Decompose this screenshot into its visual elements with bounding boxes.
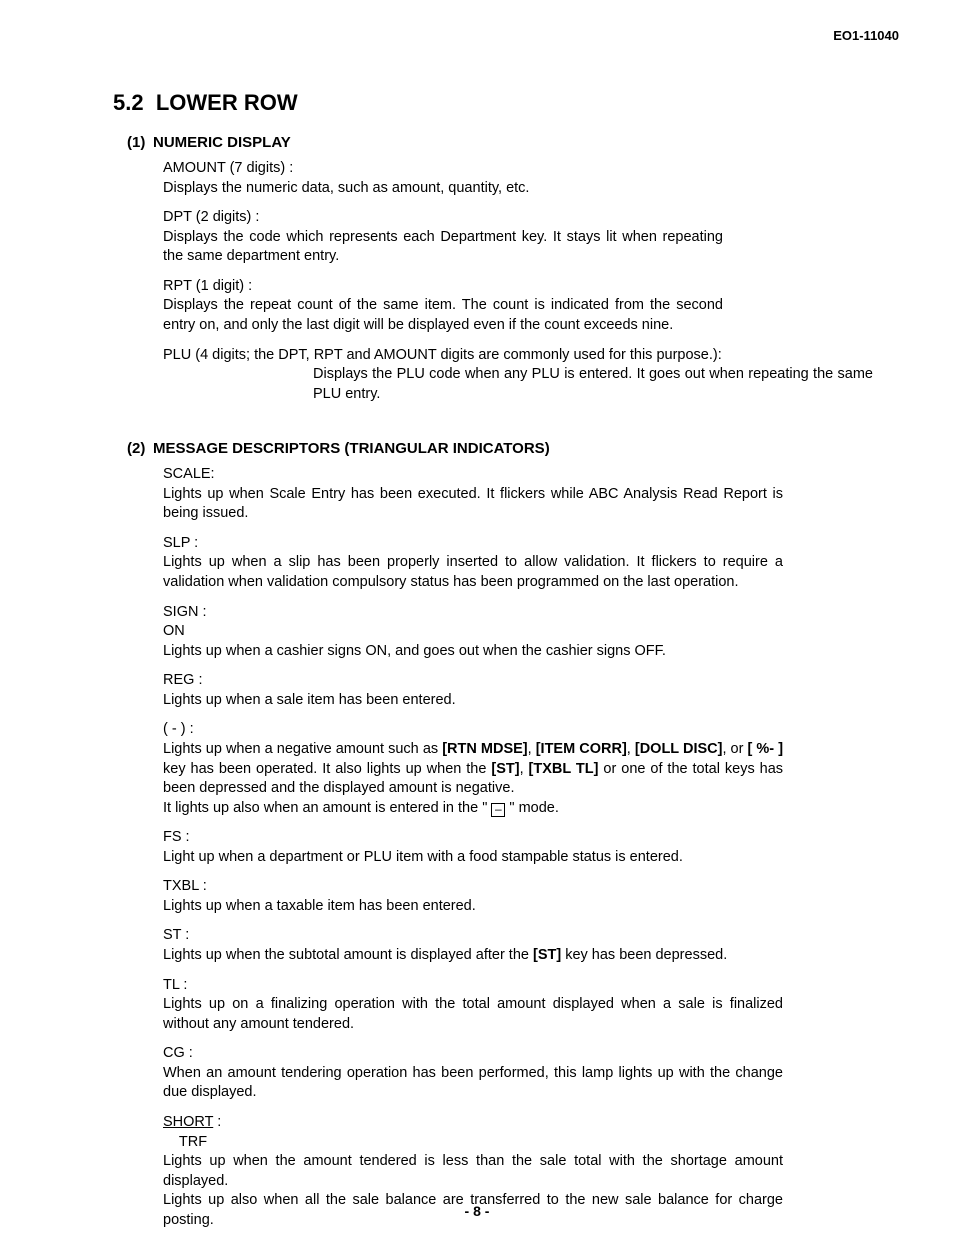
amount-term: AMOUNT (7 digits) : (163, 159, 313, 179)
st-text: key has been depressed. (561, 947, 727, 963)
neg-text: It lights up also when an amount is ente… (163, 800, 491, 816)
plu-head: PLU (4 digits; the DPT, RPT and AMOUNT d… (163, 346, 859, 366)
st-term: ST : (163, 926, 249, 946)
short-colon: : (213, 1114, 221, 1130)
plu-desc: Displays the PLU code when any PLU is en… (313, 365, 873, 404)
neg-bold: [ITEM CORR] (536, 741, 627, 757)
reg-desc: Lights up when a sale item has been ente… (163, 691, 783, 711)
subsection-2-heading: (2)MESSAGE DESCRIPTORS (TRIANGULAR INDIC… (127, 440, 899, 457)
neg-term: ( - ) : (163, 720, 249, 740)
document-id: EO1-11040 (833, 28, 899, 43)
neg-text: , (528, 741, 536, 757)
section-title: LOWER ROW (156, 90, 298, 115)
tl-desc: Lights up on a finalizing operation with… (163, 995, 783, 1034)
neg-row: ( - ) :Lights up when a negative amount … (163, 720, 859, 818)
slp-term: SLP : (163, 534, 249, 554)
document-page: EO1-11040 5.2 LOWER ROW (1)NUMERIC DISPL… (0, 0, 954, 1239)
fs-row: FS :Light up when a department or PLU it… (163, 828, 859, 867)
slp-desc: Lights up when a slip has been properly … (163, 553, 783, 592)
sign-term-line1: SIGN : (163, 604, 207, 620)
reg-term: REG : (163, 671, 249, 691)
cg-row: CG :When an amount tendering operation h… (163, 1044, 859, 1103)
neg-text: " mode. (505, 800, 559, 816)
neg-text: key has been operated. It also lights up… (163, 761, 491, 777)
short-label: SHORT (163, 1114, 213, 1130)
reg-row: REG :Lights up when a sale item has been… (163, 671, 859, 710)
rpt-desc: Displays the repeat count of the same it… (163, 296, 723, 335)
st-text: Lights up when the subtotal amount is di… (163, 947, 533, 963)
trf-label: TRF (163, 1133, 223, 1153)
cg-term: CG : (163, 1044, 249, 1064)
neg-desc: Lights up when a negative amount such as… (163, 740, 783, 818)
minus-box-icon: – (491, 803, 505, 817)
subsection-1-number: (1) (127, 134, 153, 151)
subsection-2-title: MESSAGE DESCRIPTORS (TRIANGULAR INDICATO… (153, 440, 550, 457)
neg-bold: [TXBL TL] (529, 761, 599, 777)
txbl-desc: Lights up when a taxable item has been e… (163, 897, 783, 917)
section-heading: 5.2 LOWER ROW (113, 90, 899, 116)
amount-row: AMOUNT (7 digits) :Displays the numeric … (163, 159, 859, 198)
slp-row: SLP :Lights up when a slip has been prop… (163, 534, 859, 593)
neg-text: , (520, 761, 529, 777)
amount-desc: Displays the numeric data, such as amoun… (163, 179, 723, 199)
subsection-1-title: NUMERIC DISPLAY (153, 134, 291, 151)
neg-text: , (627, 741, 635, 757)
dpt-row: DPT (2 digits) :Displays the code which … (163, 208, 859, 267)
page-number: - 8 - (0, 1203, 954, 1219)
tl-row: TL :Lights up on a finalizing operation … (163, 976, 859, 1035)
sign-desc: Lights up when a cashier signs ON, and g… (163, 642, 783, 662)
txbl-row: TXBL :Lights up when a taxable item has … (163, 877, 859, 916)
neg-bold: [RTN MDSE] (442, 741, 527, 757)
fs-desc: Light up when a department or PLU item w… (163, 848, 783, 868)
neg-bold: [ST] (491, 761, 519, 777)
st-desc: Lights up when the subtotal amount is di… (163, 946, 783, 966)
scale-row: SCALE:Lights up when Scale Entry has bee… (163, 465, 859, 524)
subsection-1-heading: (1)NUMERIC DISPLAY (127, 134, 899, 151)
sign-row: SIGN : ON Lights up when a cashier signs… (163, 603, 859, 662)
sign-term: SIGN : ON (163, 603, 249, 642)
st-row: ST :Lights up when the subtotal amount i… (163, 926, 859, 965)
scale-term: SCALE: (163, 465, 249, 485)
rpt-term: RPT (1 digit) : (163, 277, 313, 297)
short-term: SHORT : TRF (163, 1113, 249, 1152)
tl-term: TL : (163, 976, 249, 996)
fs-term: FS : (163, 828, 249, 848)
rpt-row: RPT (1 digit) :Displays the repeat count… (163, 277, 859, 336)
txbl-term: TXBL : (163, 877, 249, 897)
scale-desc: Lights up when Scale Entry has been exec… (163, 485, 783, 524)
subsection-2-number: (2) (127, 440, 153, 457)
neg-bold: [ %- ] (748, 741, 784, 757)
dpt-desc: Displays the code which represents each … (163, 228, 723, 267)
sign-term-line2: ON (163, 623, 185, 639)
cg-desc: When an amount tendering operation has b… (163, 1064, 783, 1103)
section-number: 5.2 (113, 90, 144, 115)
neg-text: Lights up when a negative amount such as (163, 741, 442, 757)
neg-bold: [DOLL DISC] (635, 741, 723, 757)
st-bold: [ST] (533, 947, 561, 963)
neg-text: , or (722, 741, 747, 757)
short-desc-line1: Lights up when the amount tendered is le… (163, 1153, 783, 1189)
dpt-term: DPT (2 digits) : (163, 208, 313, 228)
